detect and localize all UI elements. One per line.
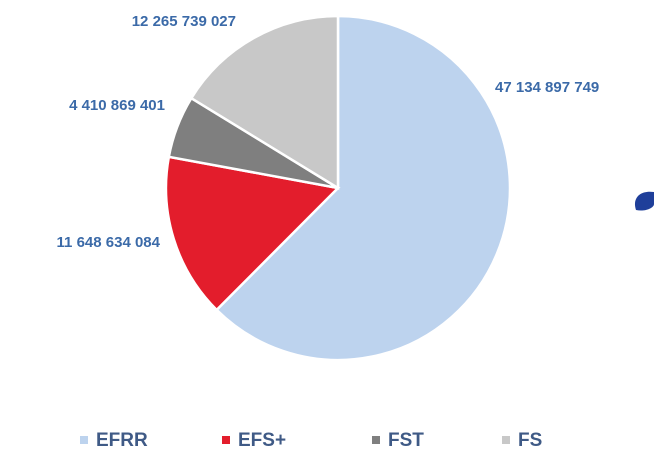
pie-slice <box>214 14 512 362</box>
data-label: 12 265 739 027 <box>132 13 236 30</box>
data-label: 4 410 869 401 <box>69 97 165 114</box>
legend-label: EFS+ <box>238 430 286 451</box>
decoration <box>634 191 654 211</box>
legend-label: FST <box>388 430 424 451</box>
legend-swatch <box>502 436 510 444</box>
data-label: 47 134 897 749 <box>495 79 599 96</box>
legend-label: FS <box>518 430 542 451</box>
legend-label: EFRR <box>96 430 148 451</box>
pie-slice <box>189 14 340 191</box>
data-label: 11 648 634 084 <box>57 234 161 251</box>
legend-swatch <box>372 436 380 444</box>
legend-swatch <box>222 436 230 444</box>
legend-swatch <box>80 436 88 444</box>
pie-slice <box>164 155 341 312</box>
